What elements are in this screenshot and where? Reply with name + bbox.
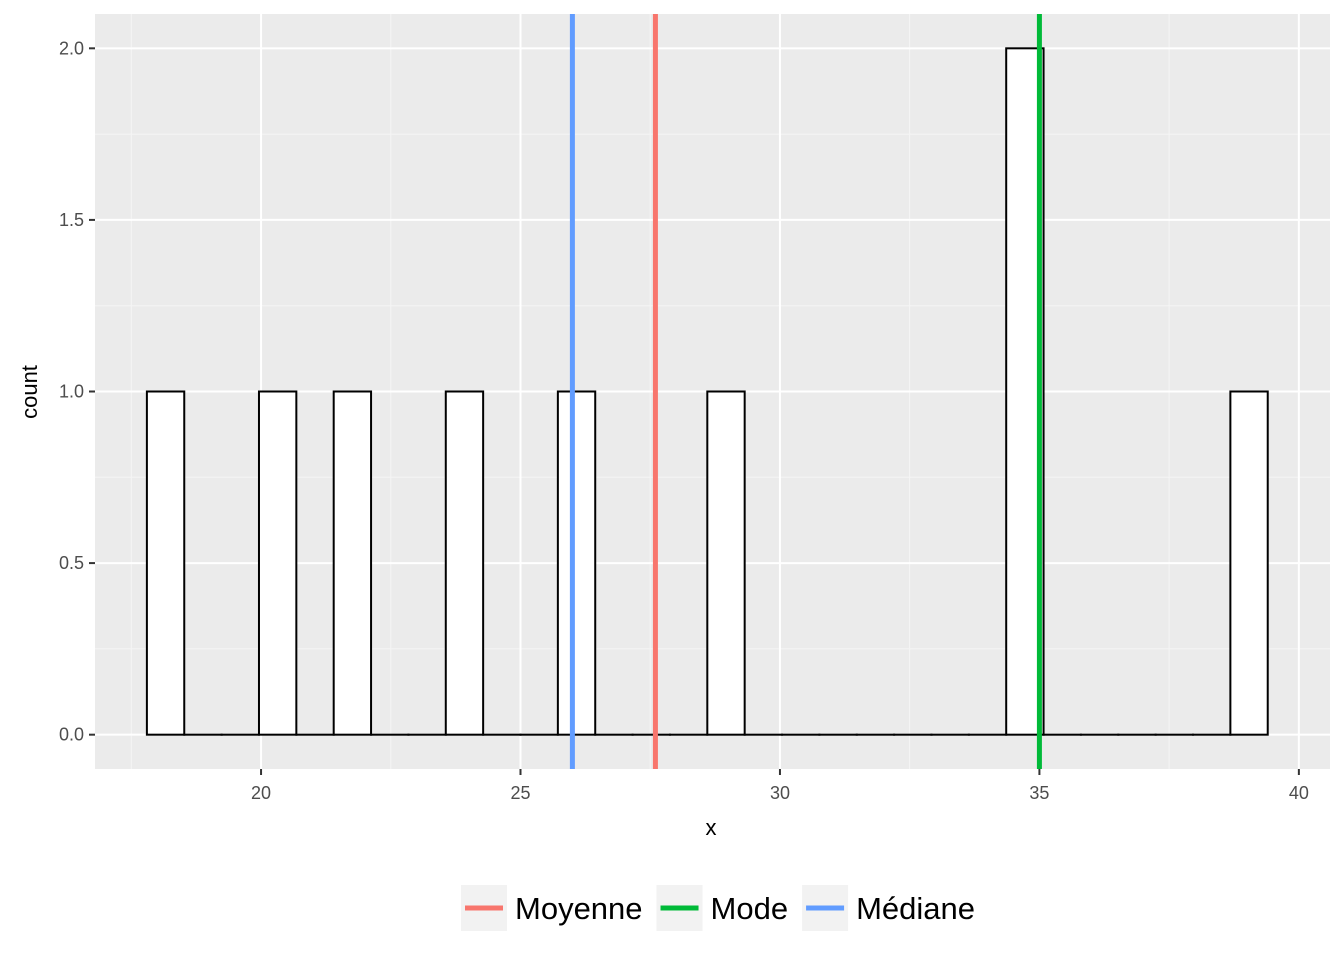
histogram-bars (145, 47, 1269, 736)
axis-ticks (89, 47, 1300, 775)
y-tick-label: 1.0 (59, 382, 84, 402)
histogram-bar (332, 390, 373, 736)
histogram-bar (257, 390, 298, 736)
y-tick-label: 0.0 (59, 725, 84, 745)
x-tick-label: 30 (770, 783, 790, 803)
legend-item-mediane: Médiane (802, 885, 975, 931)
x-tick-labels: 20 25 30 35 40 (251, 783, 1309, 803)
legend-item-mode: Mode (656, 885, 789, 931)
y-tick-label: 0.5 (59, 553, 84, 573)
x-tick-label: 35 (1029, 783, 1049, 803)
y-tick-label: 1.5 (59, 210, 84, 230)
histogram-bar (1229, 390, 1269, 736)
y-axis-title: count (17, 365, 42, 419)
histogram-bar (706, 390, 746, 736)
histogram-bar (145, 390, 186, 736)
x-tick-label: 20 (251, 783, 271, 803)
x-tick-label: 40 (1289, 783, 1309, 803)
legend-label: Médiane (856, 891, 975, 926)
statistic-lines (569, 14, 1042, 769)
legend-label: Moyenne (515, 891, 643, 926)
legend-item-moyenne: Moyenne (461, 885, 643, 931)
x-axis-title: x (706, 815, 717, 840)
legend: Moyenne Mode Médiane (461, 885, 975, 931)
x-tick-label: 25 (510, 783, 530, 803)
histogram-bar (444, 390, 485, 736)
y-tick-label: 2.0 (59, 38, 84, 58)
legend-label: Mode (711, 891, 789, 926)
y-tick-labels: 0.0 0.5 1.0 1.5 2.0 (59, 38, 84, 744)
histogram-bar (556, 390, 597, 736)
